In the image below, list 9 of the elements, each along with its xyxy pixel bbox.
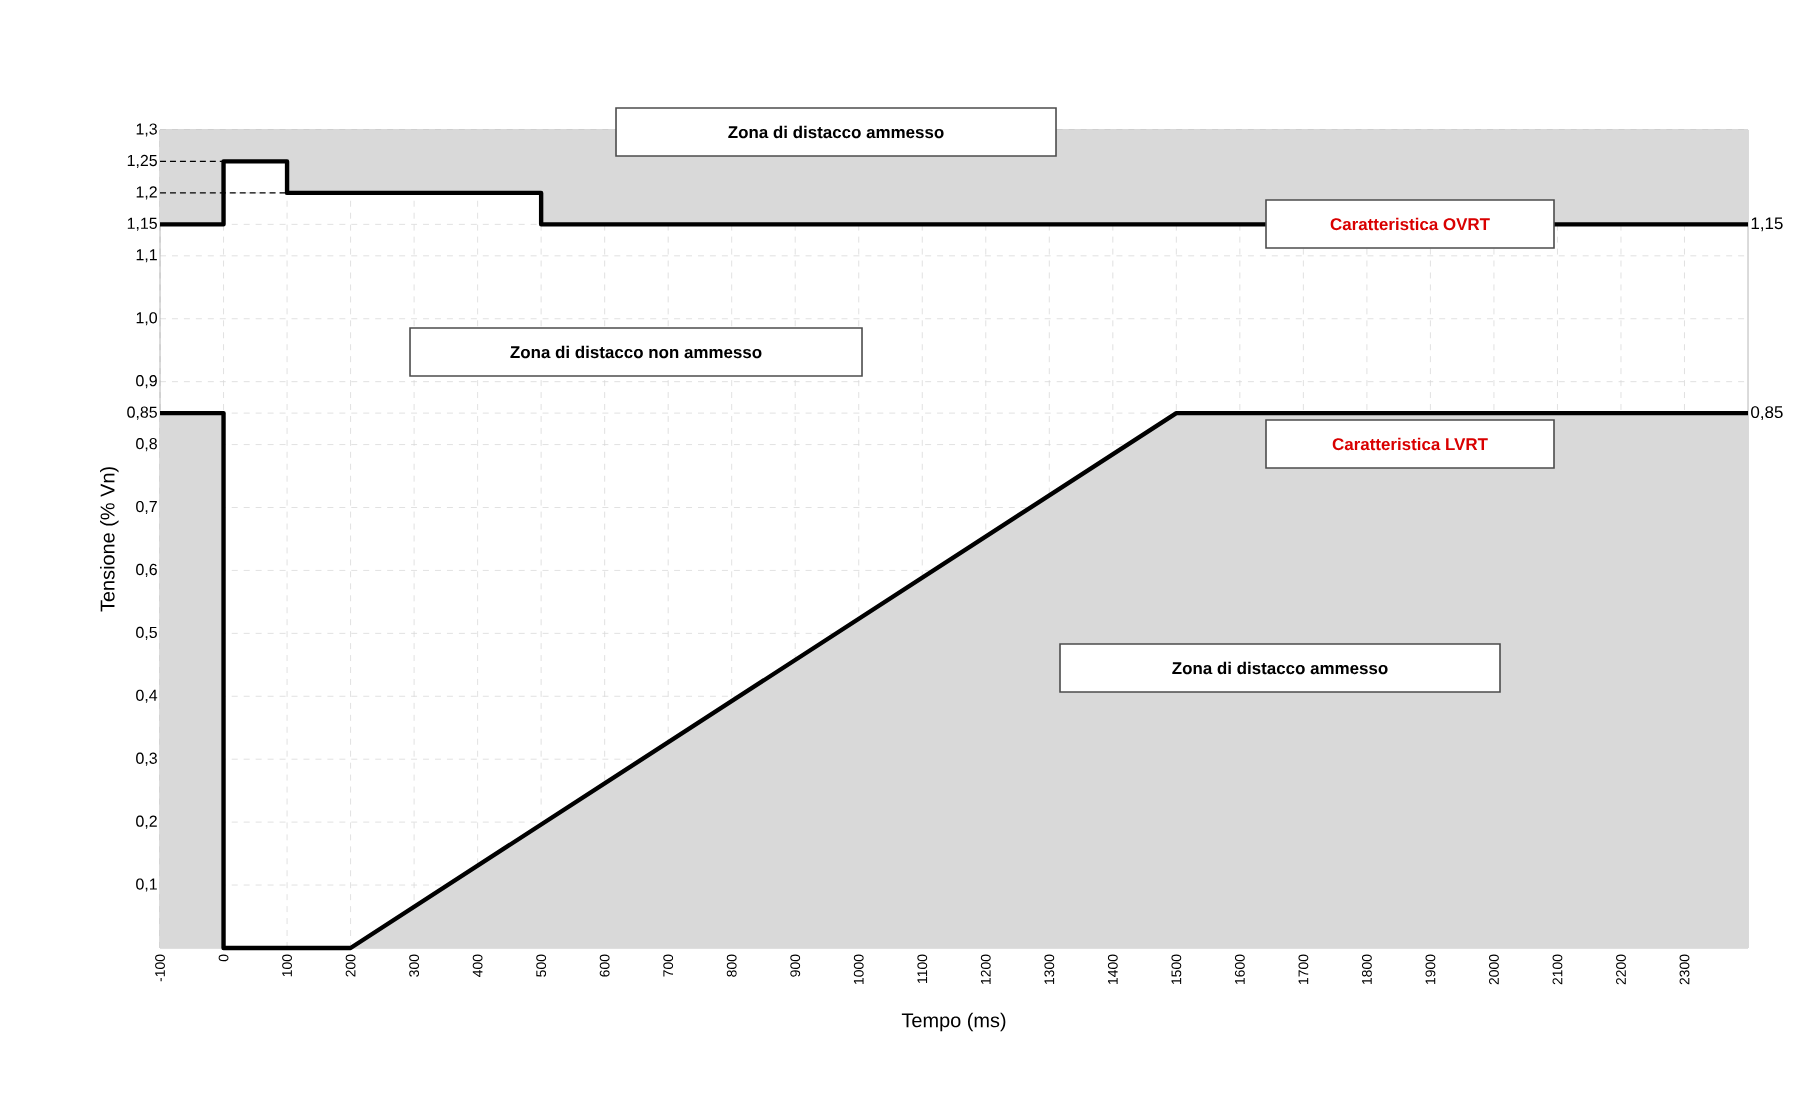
annotation: Caratteristica LVRT: [1332, 437, 1488, 451]
annotation: Zona di distacco ammesso: [728, 125, 944, 139]
y-axis-title: Tensione (% Vn): [100, 467, 119, 612]
annotation: Zona di distacco non ammesso: [510, 345, 762, 359]
y2-tick-label: 0,85: [1751, 406, 1783, 421]
x-axis-title: Tempo (ms): [901, 1012, 1006, 1032]
annotation: Zona di distacco ammesso: [1172, 661, 1388, 675]
annotation: Caratteristica OVRT: [1330, 217, 1490, 231]
y2-tick-label: 1,15: [1751, 217, 1783, 232]
